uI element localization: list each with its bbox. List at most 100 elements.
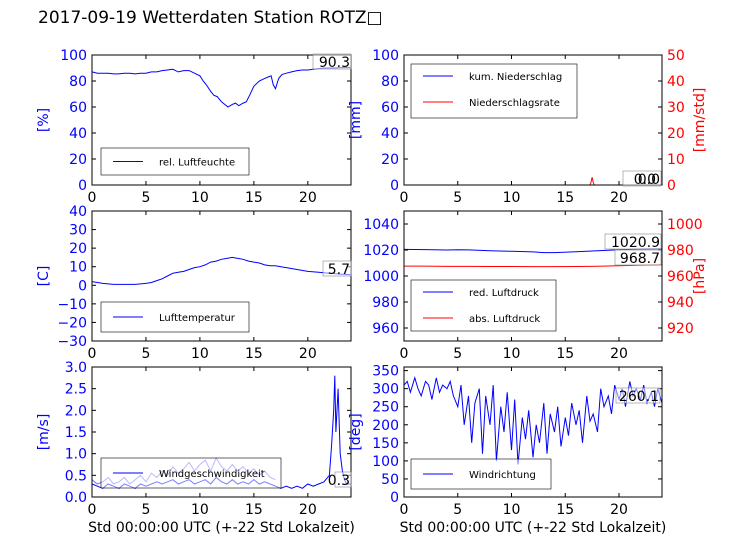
value-annotation-box [622,170,662,187]
value-annotation: 0.0 [638,172,660,188]
y-tick-label: 20 [69,152,87,168]
value-annotation-box [312,53,352,70]
value-annotation-box [615,387,661,404]
value-annotation-right: 0.0 [634,172,656,188]
y-axis-label-right: [hPa] [692,258,708,294]
chart-wind_speed: 0 5 10 15 20 0.0 0.5 1.0 1.5 2.0 2.5 3.0 [m/s] Std 00… [36,360,355,536]
series-line-1 [404,264,662,268]
x-tick-label: 20 [610,502,628,518]
figure-title: 2017-09-19 Wetterdaten Station ROTZ□ [38,8,383,28]
legend-label: Windrichtung [469,470,536,481]
x-tick-label: 5 [453,502,462,518]
x-tick-label: 0 [400,190,409,206]
y-tick-label: −10 [57,297,87,313]
y-tick-label: 30 [69,223,87,239]
x-tick-label: 15 [556,502,574,518]
x-tick-label: 10 [503,190,521,206]
y-tick-label: 20 [69,241,87,257]
x-tick-label: 10 [503,346,521,362]
legend-label: Lufttemperatur [159,313,236,324]
y-axis-label-right: [mm/std] [692,88,708,153]
y-tick-label: 980 [372,295,399,311]
y-tick-label: 0 [390,178,399,194]
y-tick-label-right: 50 [667,48,685,64]
x-tick-label: 20 [299,190,317,206]
y-tick-label: 150 [372,436,399,452]
series-group [92,67,351,108]
legend-label: Windgeschwindigkeit [159,469,265,480]
y-tick-label: 80 [381,74,399,90]
y-tick-label: −30 [57,334,87,350]
legend-label: rel. Luftfeuchte [159,158,235,169]
legend-label: Niederschlagsrate [469,98,560,109]
value-annotation-box [604,233,662,250]
x-tick-label: 5 [141,190,150,206]
y-axis-label: [m/s] [36,414,52,451]
y-tick-label-right: 980 [667,243,694,259]
x-tick-label: 0 [400,346,409,362]
axes-frame [403,54,663,186]
y-tick-label-right: 20 [667,126,685,142]
y-tick-label: 200 [372,418,399,434]
x-tick-label: 20 [610,190,628,206]
x-tick-label: 20 [299,346,317,362]
x-tick-label: 0 [400,502,409,518]
y-tick-label: 1.0 [65,447,87,463]
x-axis-label: Std 00:00:00 UTC (+-22 Std Lokalzeit) [400,520,667,536]
value-annotation: 90.3 [319,55,350,71]
legend-label: abs. Luftdruck [469,314,540,325]
chart-pressure: 0 5 10 15 20 960 980 1000 1020 1040 920 940 960 980 10… [363,210,708,362]
axes-frame [403,366,663,498]
value-annotation: 1020.9 [611,235,660,251]
chart-temperature: 0 5 10 15 20 −30 −20 −10 0 10 20 30 40 [C] Lufttempera… [36,204,352,362]
axes-frame [91,54,352,186]
y-tick-label: 0 [78,178,87,194]
y-tick-label-right: 10 [667,152,685,168]
y-tick-label: 10 [69,260,87,276]
x-tick-label: 0 [88,346,97,362]
y-tick-label: 20 [381,152,399,168]
series-line-1 [404,177,662,185]
y-tick-label: 250 [372,400,399,416]
y-tick-label: 2.5 [65,382,87,398]
x-tick-label: 10 [191,502,209,518]
y-tick-label: 0.0 [65,490,87,506]
legend-box [410,279,557,332]
y-tick-label: 60 [69,100,87,116]
y-tick-label: 3.0 [65,360,87,376]
value-annotation-right-box [614,249,662,266]
value-annotation-box [322,260,352,277]
y-tick-label-right: 0 [667,178,676,194]
x-tick-label: 5 [141,502,150,518]
y-tick-label-right: 960 [667,269,694,285]
legend-box [410,63,578,119]
legend: Lufttemperatur [100,301,250,333]
series-group [92,256,351,285]
y-axis-label: [mm] [348,101,364,139]
series-line-0 [404,248,662,254]
y-tick-label: 60 [381,100,399,116]
y-tick-label-right: 40 [667,74,685,90]
x-tick-label: 5 [453,346,462,362]
y-tick-label: −20 [57,315,87,331]
y-tick-label: 0.5 [65,468,87,484]
y-tick-label: 1000 [363,269,399,285]
x-tick-label: 0 [88,502,97,518]
y-tick-label-right: 940 [667,295,694,311]
value-annotation-right: 968.7 [620,251,660,267]
x-tick-label: 5 [141,346,150,362]
x-tick-label: 15 [556,346,574,362]
legend: Windrichtung [410,458,552,490]
x-tick-label: 5 [453,190,462,206]
y-tick-label: 2.0 [65,403,87,419]
legend: Windgeschwindigkeit [100,457,282,489]
y-tick-label: 50 [381,472,399,488]
x-tick-label: 15 [245,502,263,518]
y-tick-label: 960 [372,321,399,337]
value-annotation: 260.1 [619,389,659,405]
x-axis-label: Std 00:00:00 UTC (+-22 Std Lokalzeit) [88,520,355,536]
x-tick-label: 15 [556,190,574,206]
series-line-0 [92,256,351,285]
